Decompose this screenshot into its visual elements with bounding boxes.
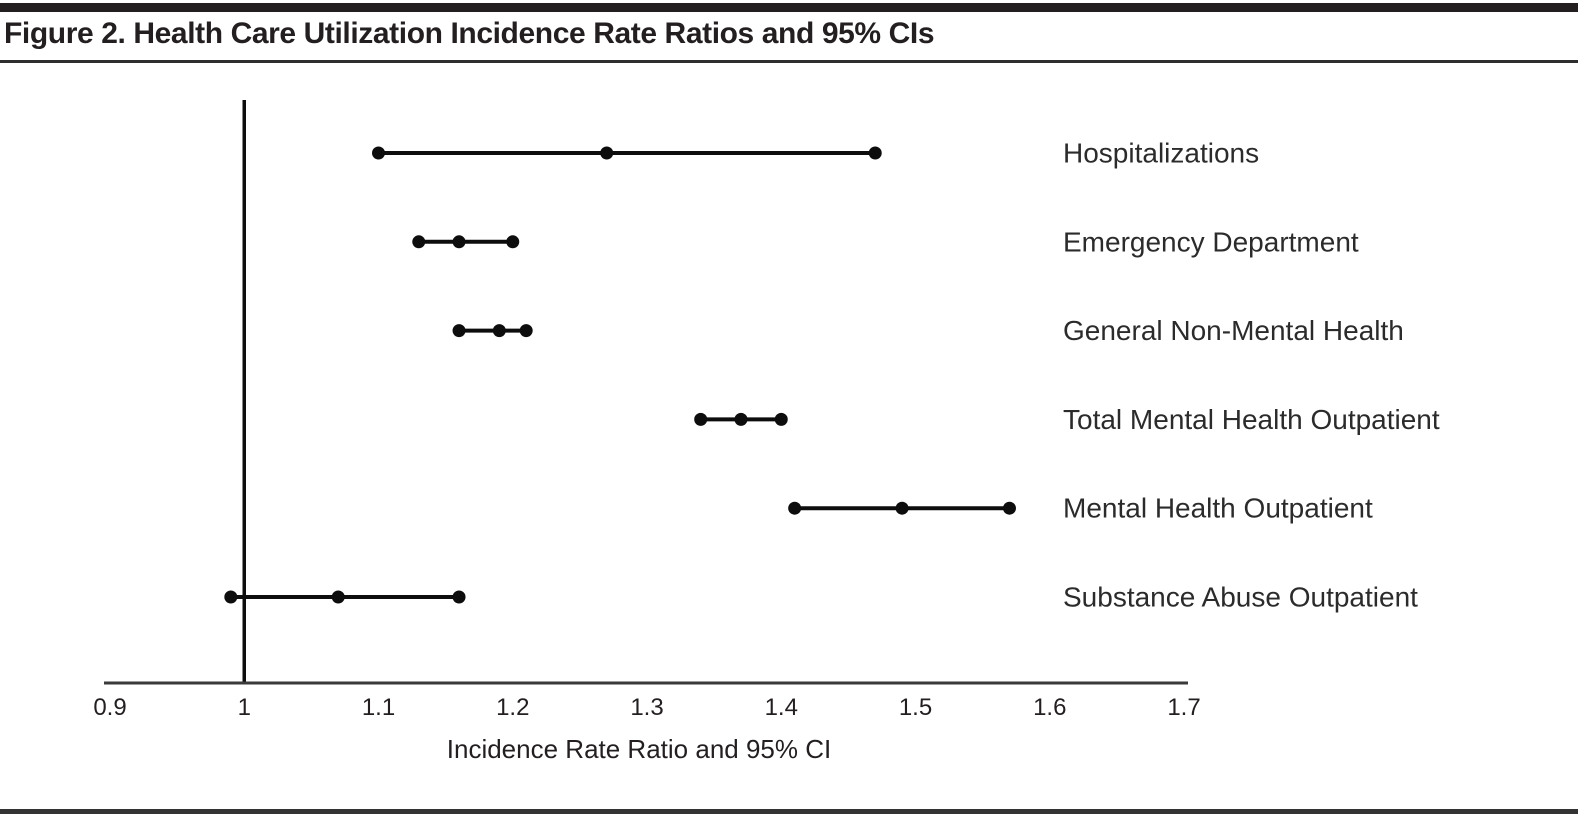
x-tick-label: 1.1 [362,694,395,721]
point-estimate-marker [895,501,909,515]
category-label: General Non-Mental Health [1063,315,1404,346]
point-estimate-marker [492,324,506,338]
ci-lower-marker [372,146,385,160]
ci-upper-marker [452,590,466,604]
ci-lower-marker [452,324,466,338]
point-estimate-marker [600,146,614,160]
figure-top-rule [0,3,1578,12]
x-tick-label: 1 [238,694,251,721]
x-tick-label: 0.9 [93,694,126,721]
x-tick-label: 1.6 [1033,694,1066,721]
ci-lower-marker [788,501,802,515]
category-label: Total Mental Health Outpatient [1063,404,1440,435]
x-axis-title: Incidence Rate Ratio and 95% CI [447,734,831,764]
category-label: Emergency Department [1063,226,1359,257]
ci-lower-marker [694,412,708,426]
ci-upper-marker [506,235,520,249]
point-estimate-marker [734,412,748,426]
category-label: Hospitalizations [1063,138,1259,169]
figure-title: Figure 2. Health Care Utilization Incide… [4,17,935,50]
category-label: Mental Health Outpatient [1063,493,1373,524]
ci-upper-marker [774,412,788,426]
ci-lower-marker [412,235,426,249]
ci-upper-marker [868,146,882,160]
x-tick-label: 1.4 [765,694,798,721]
ci-upper-marker [519,324,533,338]
point-estimate-marker [452,235,466,249]
x-tick-label: 1.5 [899,694,932,721]
x-tick-label: 1.7 [1167,694,1200,721]
x-tick-label: 1.3 [630,694,663,721]
point-estimate-marker [331,590,345,604]
category-label: Substance Abuse Outpatient [1063,582,1418,613]
figure-bottom-rule [0,809,1578,814]
title-divider-rule [0,60,1578,63]
x-tick-label: 1.2 [496,694,529,721]
ci-upper-marker [1002,501,1016,515]
ci-lower-marker [224,590,238,604]
